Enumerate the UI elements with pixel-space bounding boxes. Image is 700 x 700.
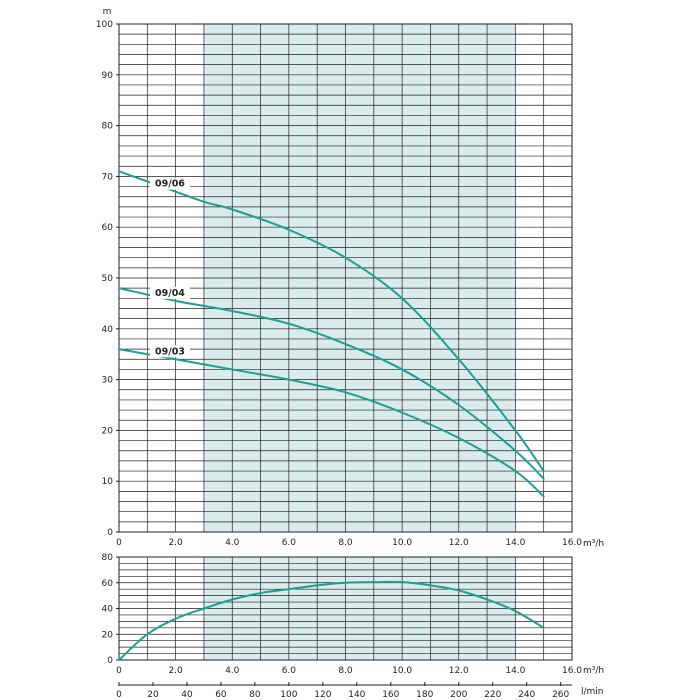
y-tick-label: 90: [102, 71, 114, 81]
y-tick-label: 100: [96, 20, 113, 30]
lmin-tick-label: 20: [147, 690, 159, 700]
lmin-tick-label: 0: [116, 690, 122, 700]
lmin-tick-label: 140: [348, 690, 365, 700]
x-tick-label: 10.0: [392, 538, 412, 548]
series-label-bg: [149, 345, 190, 358]
y-tick-label: 40: [102, 605, 114, 615]
lmin-tick-label: 260: [552, 690, 569, 700]
y-tick-label: 20: [102, 426, 114, 436]
lmin-tick-label: 100: [280, 690, 297, 700]
series-line: [118, 170, 545, 473]
lmin-tick-label: 180: [416, 690, 433, 700]
y-tick-label: 80: [102, 122, 114, 132]
lmin-tick-label: 80: [249, 690, 261, 700]
y-tick-label: 50: [102, 274, 114, 284]
bottom-x-axis-unit-label: m³/h: [583, 666, 604, 676]
lmin-tick-label: 60: [215, 690, 227, 700]
x-tick-label: 12.0: [449, 666, 469, 676]
x-tick-label: 8.0: [338, 666, 353, 676]
lmin-tick-label: 240: [518, 690, 535, 700]
y-tick-label: 40: [102, 325, 114, 335]
x-tick-label: 4.0: [225, 538, 240, 548]
lmin-tick-label: 220: [484, 690, 501, 700]
series-label-bg: [149, 286, 190, 299]
y-tick-label: 20: [102, 630, 114, 640]
lmin-tick-label: 160: [382, 690, 399, 700]
head-x-axis-unit-label: m³/h: [583, 539, 604, 549]
series-label-bg: [149, 177, 190, 190]
x-tick-label: 14.0: [505, 538, 525, 548]
lmin-tick-label: 200: [450, 690, 467, 700]
lmin-tick-label: 40: [181, 690, 193, 700]
series-line: [118, 580, 545, 661]
x-tick-label: 2.0: [168, 666, 183, 676]
x-tick-label: 16.0: [562, 538, 582, 548]
x-tick-label: 16.0: [562, 666, 582, 676]
y-tick-label: 60: [102, 223, 114, 233]
x-tick-label: 6.0: [282, 666, 297, 676]
x-tick-label: 0: [116, 538, 122, 548]
y-tick-label: 70: [102, 172, 114, 182]
series-label: 09/06: [155, 179, 185, 190]
y-tick-label: 30: [102, 376, 114, 386]
x-tick-label: 0: [116, 666, 122, 676]
series-label: 09/04: [155, 288, 185, 299]
lmin-axis-unit-label: l/min: [581, 687, 604, 697]
x-tick-label: 2.0: [168, 538, 183, 548]
y-tick-label: 60: [102, 579, 114, 589]
lmin-tick-label: 120: [314, 690, 331, 700]
series-line: [118, 348, 545, 498]
x-tick-label: 10.0: [392, 666, 412, 676]
series-label: 09/03: [155, 346, 185, 357]
y-tick-label: 0: [107, 528, 113, 538]
y-tick-label: 0: [107, 656, 113, 666]
x-tick-label: 12.0: [449, 538, 469, 548]
series-line: [118, 287, 545, 480]
y-tick-label: 80: [102, 553, 114, 563]
efficiency-chart: 0 20 40 60 80 0 2.0 4.0 6.0 8.0 10.0 12.0 14.0 16.0 0 2…: [102, 553, 605, 700]
y-tick-label: 10: [102, 477, 114, 487]
x-tick-label: 8.0: [338, 538, 353, 548]
head-axis-unit-label: m: [103, 7, 112, 17]
head-chart: 0 10 20 30 40 50 60 70 80 90 100 0 2.0 4.0 6.0 8.0 10.0 1…: [96, 7, 604, 549]
x-tick-label: 4.0: [225, 666, 240, 676]
x-tick-label: 6.0: [282, 538, 297, 548]
x-tick-label: 14.0: [505, 666, 525, 676]
